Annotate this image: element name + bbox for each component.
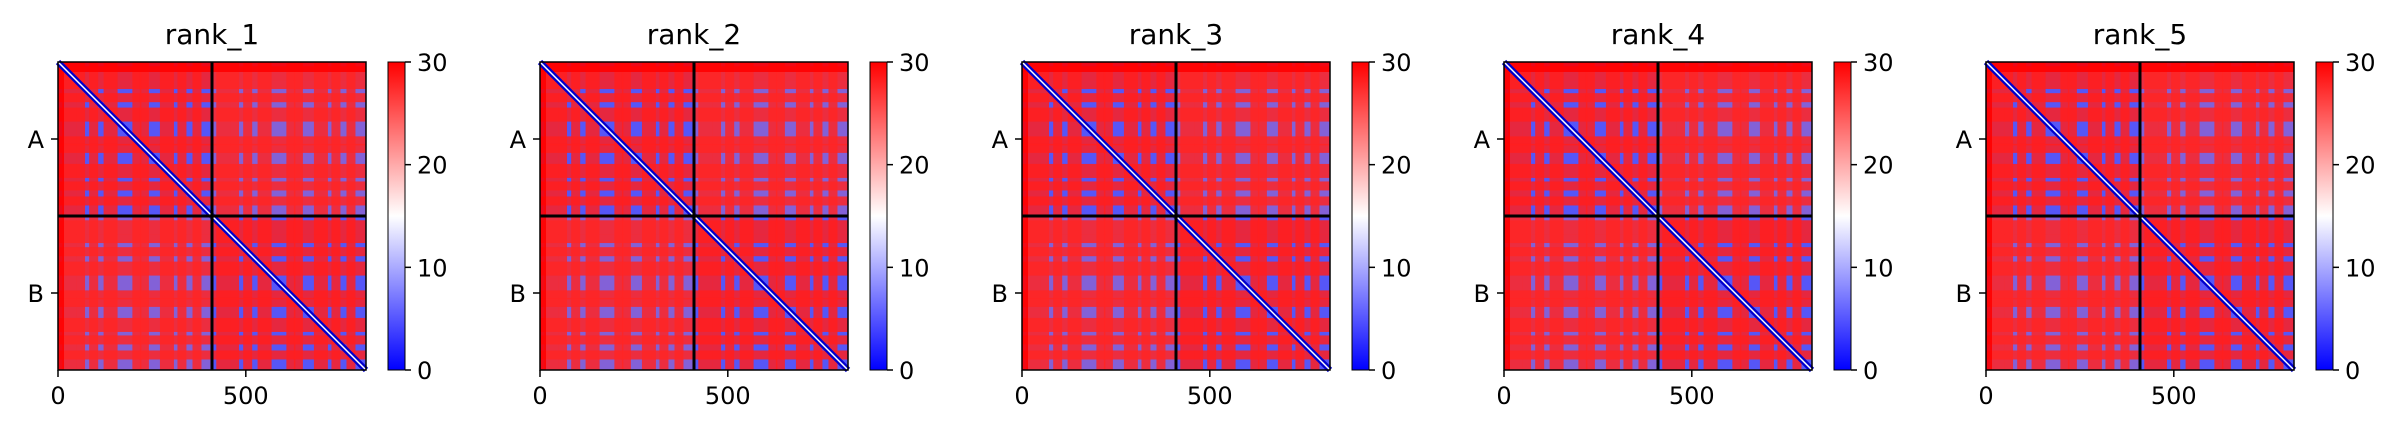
heatmap-diagonal-core bbox=[693, 215, 849, 371]
heatmap-diagonal-core bbox=[539, 61, 695, 217]
heatmap-interchain-shade bbox=[694, 62, 848, 216]
pae-panel-3: rank_3 A B 0 500 0 10 20 30 bbox=[992, 18, 1412, 410]
x-tick-label: 0 bbox=[50, 382, 65, 410]
colorbar-tick-label: 20 bbox=[1863, 152, 1894, 180]
heatmap-frame bbox=[57, 61, 367, 371]
x-tick-label: 0 bbox=[1978, 382, 1993, 410]
heatmap-diagonal-core bbox=[211, 215, 367, 371]
heatmap-frame bbox=[1985, 61, 2295, 371]
x-tick-label: 0 bbox=[532, 382, 547, 410]
heatmap-interchain-shade bbox=[1504, 216, 1658, 370]
colorbar-tick-label: 10 bbox=[899, 254, 930, 282]
colorbar-tick-label: 30 bbox=[417, 49, 448, 77]
colorbar-tick-label: 10 bbox=[2345, 254, 2376, 282]
colorbar-tick-label: 30 bbox=[1381, 49, 1412, 77]
panel-title: rank_3 bbox=[1129, 18, 1223, 51]
y-tick-label: B bbox=[992, 280, 1008, 308]
heatmap-frame bbox=[539, 61, 849, 371]
panel-title: rank_4 bbox=[1611, 18, 1705, 51]
colorbar-tick-label: 20 bbox=[899, 152, 930, 180]
heatmap-diagonal-core bbox=[1503, 61, 1659, 217]
heatmap-frame bbox=[1021, 61, 1331, 371]
y-tick-label: B bbox=[1956, 280, 1972, 308]
colorbar-tick-label: 0 bbox=[417, 357, 432, 385]
y-tick-label: A bbox=[992, 126, 1009, 154]
heatmap-interchain-shade bbox=[2140, 62, 2294, 216]
colorbar bbox=[1351, 61, 1370, 371]
x-tick-label: 500 bbox=[2151, 382, 2197, 410]
colorbar bbox=[387, 61, 406, 371]
y-tick-label: B bbox=[1474, 280, 1490, 308]
heatmap-diagonal-core bbox=[1175, 215, 1331, 371]
heatmap-interchain-shade bbox=[1658, 62, 1812, 216]
heatmap-diagonal-core bbox=[1657, 215, 1813, 371]
colorbar-tick-label: 30 bbox=[2345, 49, 2376, 77]
y-tick-label: B bbox=[510, 280, 526, 308]
heatmap-interchain-shade bbox=[540, 216, 694, 370]
x-tick-label: 500 bbox=[1187, 382, 1233, 410]
colorbar bbox=[869, 61, 888, 371]
pae-panel-5: rank_5 A B 0 500 0 10 20 30 bbox=[1956, 18, 2376, 410]
colorbar bbox=[1833, 61, 1852, 371]
x-tick-label: 500 bbox=[705, 382, 751, 410]
panel-title: rank_5 bbox=[2093, 18, 2187, 51]
colorbar-tick-label: 30 bbox=[1863, 49, 1894, 77]
y-tick-label: A bbox=[1956, 126, 1973, 154]
heatmap-diagonal-core bbox=[57, 61, 213, 217]
colorbar-tick-label: 0 bbox=[899, 357, 914, 385]
pae-panel-1: rank_1 A B 0 500 0 10 20 30 bbox=[28, 18, 448, 410]
colorbar-tick-label: 10 bbox=[1381, 254, 1412, 282]
colorbar bbox=[2315, 61, 2334, 371]
heatmap-interchain-shade bbox=[212, 62, 366, 216]
y-tick-label: A bbox=[28, 126, 45, 154]
colorbar-tick-label: 20 bbox=[2345, 152, 2376, 180]
heatmap-diagonal-core bbox=[1985, 61, 2141, 217]
y-tick-label: A bbox=[510, 126, 527, 154]
heatmap-frame bbox=[1503, 61, 1813, 371]
x-tick-label: 500 bbox=[1669, 382, 1715, 410]
panel-title: rank_1 bbox=[165, 18, 259, 51]
colorbar-tick-label: 0 bbox=[2345, 357, 2360, 385]
colorbar-tick-label: 0 bbox=[1863, 357, 1878, 385]
colorbar-tick-label: 0 bbox=[1381, 357, 1396, 385]
heatmap-diagonal-core bbox=[2139, 215, 2295, 371]
x-tick-label: 0 bbox=[1014, 382, 1029, 410]
colorbar-tick-label: 20 bbox=[417, 152, 448, 180]
y-tick-label: B bbox=[28, 280, 44, 308]
heatmap-interchain-shade bbox=[58, 216, 212, 370]
heatmap-interchain-shade bbox=[1022, 216, 1176, 370]
y-tick-label: A bbox=[1474, 126, 1491, 154]
heatmap-interchain-shade bbox=[1986, 216, 2140, 370]
x-tick-label: 0 bbox=[1496, 382, 1511, 410]
colorbar-tick-label: 10 bbox=[417, 254, 448, 282]
colorbar-tick-label: 10 bbox=[1863, 254, 1894, 282]
pae-panel-4: rank_4 A B 0 500 0 10 20 30 bbox=[1474, 18, 1894, 410]
pae-panel-2: rank_2 A B 0 500 0 10 20 30 bbox=[510, 18, 930, 410]
colorbar-tick-label: 20 bbox=[1381, 152, 1412, 180]
heatmap-interchain-shade bbox=[1176, 62, 1330, 216]
colorbar-tick-label: 30 bbox=[899, 49, 930, 77]
heatmap-diagonal-core bbox=[1021, 61, 1177, 217]
panel-title: rank_2 bbox=[647, 18, 741, 51]
x-tick-label: 500 bbox=[223, 382, 269, 410]
